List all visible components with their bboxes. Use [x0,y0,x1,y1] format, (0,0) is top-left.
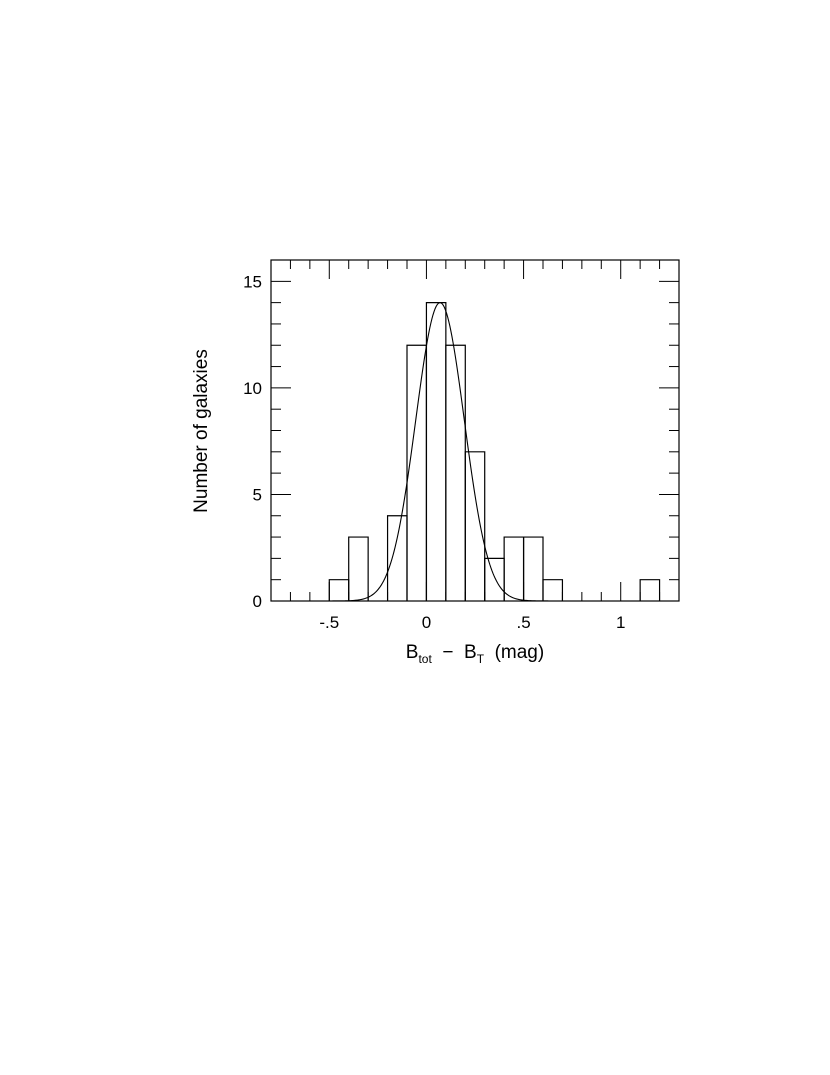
y-tick-label: 10 [243,379,262,398]
y-axis-title: Number of galaxies [191,349,212,513]
x-tick-label: 1 [616,613,625,632]
histogram-bar [639,579,661,601]
x-tick-label: .5 [516,613,530,632]
y-tick-label: 0 [253,592,262,611]
y-tick-labels: 0 5 10 15 [243,272,262,611]
histogram-bars [328,302,661,601]
x-tick-label: 0 [422,613,431,632]
histogram-bar [386,515,408,601]
y-tick-label: 15 [243,272,262,291]
y-tick-label: 5 [253,485,262,504]
minor-ticks [270,259,680,601]
histogram-bar [406,344,428,601]
plot-frame [270,259,680,602]
x-axis-title-mid: − B [432,642,477,663]
histogram-bar [464,451,486,601]
histogram-bar [348,536,369,601]
histogram-bar [484,557,505,601]
x-axis-title-main: B [406,642,419,663]
x-tick-label: -.5 [319,613,339,632]
histogram-bar [503,536,525,601]
histogram-bar [328,579,350,601]
histogram-bar [445,344,466,601]
x-axis-title-sub1: tot [418,652,432,666]
histogram-bar [425,302,447,601]
x-tick-labels: -.5 0 .5 1 [319,613,625,632]
x-axis-title-tail: (mag) [484,642,544,663]
histogram-bar [542,579,564,601]
histogram-bar [522,536,544,601]
major-ticks [271,260,679,602]
x-axis-title-sub2: T [477,652,485,666]
gaussian-fit-curve [309,302,563,602]
x-axis-title: Btot − BT (mag) [406,642,544,666]
